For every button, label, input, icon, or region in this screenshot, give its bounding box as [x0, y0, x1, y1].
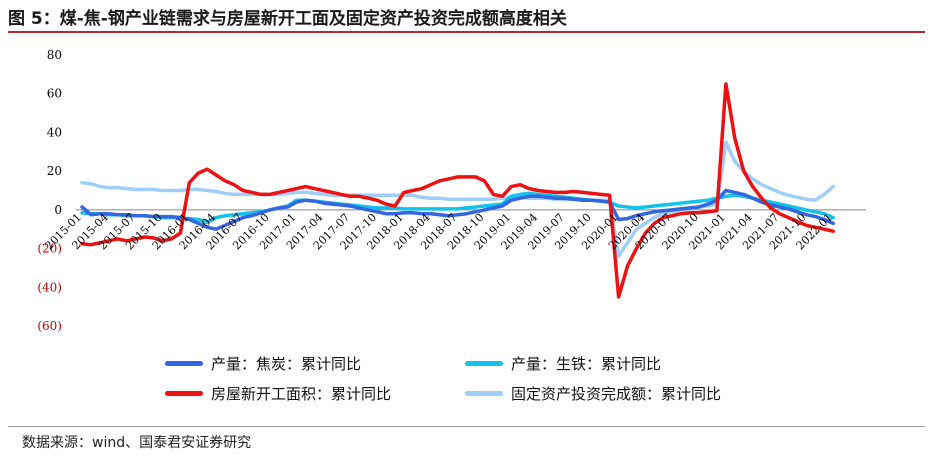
legend-item-pig-iron: 产量：生铁：累计同比: [465, 353, 661, 374]
y-tick-label: 40: [47, 125, 62, 139]
y-tick-label: 20: [47, 164, 62, 178]
line-chart: 80 60 40 20 0 (20) (40) (60) 2015-012015-042015…: [37, 48, 866, 333]
figure-title: 图 5：煤-焦-钢产业链需求与房屋新开工面及固定资产投资完成额高度相关: [8, 9, 567, 29]
title-rule: [8, 31, 925, 33]
source-rule: [8, 426, 925, 427]
legend-label-coke: 产量：焦炭：累计同比: [211, 355, 362, 373]
y-tick-label: (20): [37, 242, 62, 256]
x-tick-labels: 2015-012015-042015-072015-102016-012016-…: [43, 211, 836, 253]
legend-swatch-coke: [165, 361, 203, 366]
legend-swatch-pig-iron: [465, 361, 503, 366]
y-axis: 80 60 40 20 0 (20) (40) (60): [37, 48, 62, 333]
y-tick-label: 80: [47, 48, 62, 62]
legend-item-fixed-investment: 固定资产投资完成额：累计同比: [465, 383, 721, 404]
y-tick-label: 0: [54, 203, 62, 217]
series-line-1: [80, 191, 835, 225]
legend-swatch-fixed-investment: [465, 391, 503, 396]
series-line-0: [80, 188, 835, 231]
y-tick-label: 60: [47, 87, 62, 101]
legend-label-pig-iron: 产量：生铁：累计同比: [511, 355, 662, 373]
legend-item-coke: 产量：焦炭：累计同比: [165, 353, 361, 374]
y-tick-label: (60): [37, 319, 62, 333]
legend-label-fixed-investment: 固定资产投资完成额：累计同比: [511, 385, 722, 403]
legend-label-housing-starts: 房屋新开工面积：累计同比: [211, 385, 392, 403]
legend-swatch-housing-starts: [165, 391, 203, 396]
legend-item-housing-starts: 房屋新开工面积：累计同比: [165, 383, 391, 404]
y-tick-label: (40): [37, 280, 62, 294]
series-line-3: [80, 140, 835, 259]
source-note: 数据来源：wind、国泰君安证券研究: [22, 435, 252, 451]
series-line-2: [80, 82, 835, 299]
series-lines: [80, 82, 835, 299]
